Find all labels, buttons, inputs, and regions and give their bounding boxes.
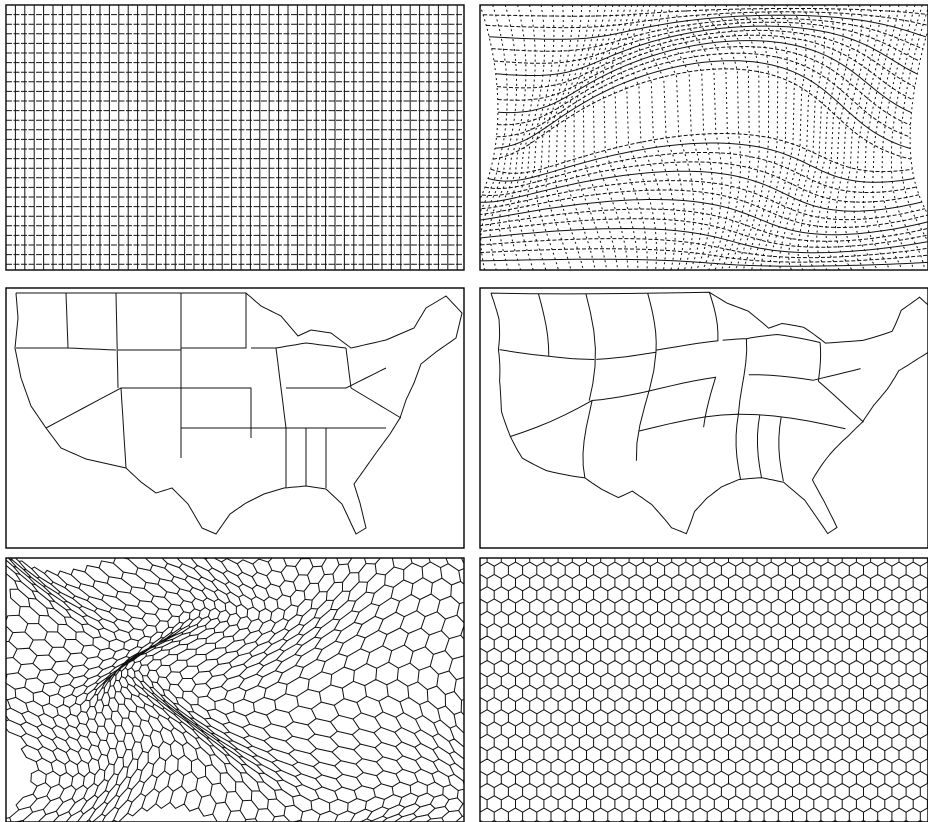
warped-column bbox=[582, 5, 619, 270]
panel bbox=[479, 4, 928, 271]
panel bbox=[479, 557, 928, 822]
state-border bbox=[350, 387, 402, 419]
panel bbox=[5, 287, 465, 549]
state-border bbox=[499, 349, 549, 357]
panel-frame bbox=[5, 557, 465, 822]
warped-column bbox=[816, 5, 854, 270]
state-border bbox=[181, 293, 247, 349]
warped-column bbox=[760, 5, 798, 270]
warped-column bbox=[725, 5, 760, 270]
state-border bbox=[275, 342, 347, 349]
panel-frame bbox=[5, 287, 465, 549]
panel-frame bbox=[479, 557, 928, 822]
panel-content bbox=[6, 558, 464, 822]
warped-column bbox=[872, 5, 908, 270]
state-border bbox=[748, 368, 861, 381]
warped-column bbox=[694, 5, 732, 270]
state-border bbox=[746, 333, 821, 343]
state-border bbox=[757, 414, 762, 478]
warped-column bbox=[489, 5, 527, 270]
panel-content bbox=[480, 5, 928, 270]
warped-column bbox=[657, 5, 695, 270]
warped-column bbox=[573, 5, 608, 270]
warped-row bbox=[480, 180, 926, 221]
warped-column bbox=[742, 5, 779, 270]
warped-column bbox=[517, 5, 555, 270]
panel-frame bbox=[5, 4, 465, 271]
warped-row bbox=[480, 189, 928, 228]
warped-column bbox=[648, 5, 686, 270]
state-border bbox=[656, 292, 719, 351]
warped-column bbox=[853, 5, 891, 270]
warped-column bbox=[788, 5, 826, 270]
state-border bbox=[181, 387, 252, 438]
warped-column bbox=[601, 5, 639, 270]
warped-column bbox=[844, 5, 882, 270]
warped-row bbox=[480, 258, 928, 267]
warped-column bbox=[666, 5, 704, 270]
state-border bbox=[582, 400, 593, 478]
hex-cells bbox=[480, 558, 928, 822]
warped-column bbox=[900, 6, 928, 244]
panel bbox=[479, 287, 928, 549]
panel bbox=[5, 557, 465, 822]
panel-content bbox=[14, 292, 463, 535]
state-border bbox=[817, 342, 822, 382]
warped-column bbox=[554, 5, 591, 270]
state-border bbox=[585, 293, 596, 401]
warped-column bbox=[620, 5, 658, 270]
warped-column bbox=[638, 5, 676, 270]
warped-column bbox=[676, 5, 714, 270]
warped-row bbox=[497, 40, 912, 114]
warped-column bbox=[881, 5, 916, 270]
warped-column bbox=[610, 5, 648, 270]
state-border bbox=[345, 347, 352, 389]
warped-column bbox=[735, 5, 770, 270]
state-border bbox=[648, 376, 717, 428]
warped-column bbox=[545, 5, 583, 270]
warped-row bbox=[493, 21, 921, 64]
warped-column bbox=[714, 5, 751, 270]
state-border bbox=[738, 413, 846, 430]
warped-column bbox=[862, 5, 900, 270]
warped-column bbox=[498, 5, 536, 270]
hex-cells bbox=[6, 558, 464, 822]
panel-frame bbox=[479, 4, 928, 271]
state-border bbox=[115, 292, 119, 389]
warped-column bbox=[704, 5, 742, 270]
panel bbox=[5, 4, 465, 271]
warped-column bbox=[508, 5, 546, 270]
warped-column bbox=[480, 5, 499, 201]
state-border bbox=[778, 416, 784, 482]
warped-column bbox=[629, 5, 667, 270]
warped-column bbox=[592, 5, 629, 270]
warped-column bbox=[564, 5, 599, 270]
state-border bbox=[647, 293, 657, 353]
state-border bbox=[286, 367, 387, 389]
panel-frame bbox=[479, 287, 928, 549]
state-border bbox=[120, 387, 127, 469]
warped-column bbox=[480, 5, 518, 270]
warped-column bbox=[685, 5, 723, 270]
warped-column bbox=[769, 5, 807, 270]
panel-content bbox=[490, 291, 928, 535]
warped-column bbox=[890, 5, 926, 270]
panel-content bbox=[6, 5, 464, 270]
warped-column bbox=[778, 5, 816, 270]
warped-column bbox=[825, 5, 863, 270]
panel-content bbox=[480, 558, 928, 822]
state-border bbox=[818, 380, 864, 423]
warped-column bbox=[806, 5, 844, 270]
warped-column bbox=[751, 5, 788, 270]
